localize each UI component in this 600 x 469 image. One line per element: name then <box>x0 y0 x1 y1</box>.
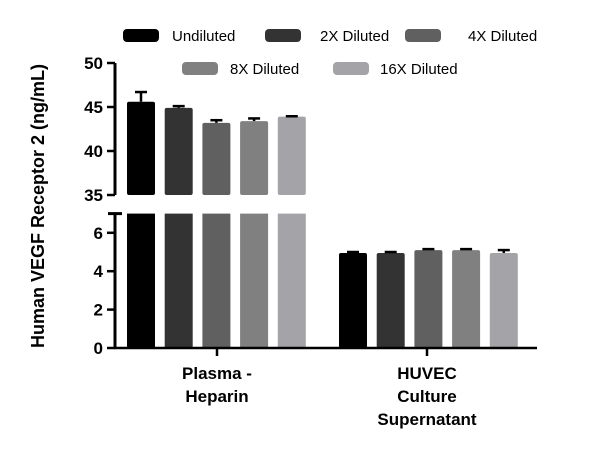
y-tick-label: 0 <box>94 339 103 358</box>
legend-swatch <box>265 29 301 42</box>
legend-label: 16X Diluted <box>380 61 458 78</box>
y-tick-label: 45 <box>84 98 103 117</box>
legend-label: 8X Diluted <box>230 61 299 78</box>
y-tick-label: 40 <box>84 142 103 161</box>
bar-lower-segment <box>164 213 193 348</box>
bar-lower-segment <box>277 213 306 348</box>
bar <box>164 107 193 195</box>
bar-lower-segment <box>202 213 231 348</box>
y-tick-label: 35 <box>84 186 103 205</box>
bar <box>240 121 269 195</box>
legend-label: 4X Diluted <box>468 28 537 45</box>
bar <box>277 116 306 195</box>
category-label: Plasma - <box>182 364 252 383</box>
legend-swatch <box>123 29 159 42</box>
y-tick-label: 50 <box>84 54 103 73</box>
legend-swatch <box>333 62 369 75</box>
bar <box>202 122 231 195</box>
bar <box>489 252 518 348</box>
legend-label: Undiluted <box>172 28 235 45</box>
category-label: Heparin <box>185 387 248 406</box>
y-tick-label: 2 <box>94 301 103 320</box>
category-label: Culture <box>397 387 457 406</box>
legend-swatch <box>182 62 218 75</box>
legend-swatch <box>405 29 441 42</box>
y-tick-label: 4 <box>94 262 104 281</box>
category-label: Supernatant <box>377 410 477 429</box>
y-axis-label: Human VEGF Receptor 2 (ng/mL) <box>28 64 48 348</box>
category-label: HUVEC <box>397 364 457 383</box>
legend-label: 2X Diluted <box>320 28 389 45</box>
bar <box>452 250 481 348</box>
bar <box>339 252 367 348</box>
bar <box>414 250 443 348</box>
bar <box>127 101 155 195</box>
bar-lower-segment <box>127 213 155 348</box>
bar <box>376 252 405 348</box>
bar-lower-segment <box>240 213 269 348</box>
y-tick-label: 6 <box>94 224 103 243</box>
